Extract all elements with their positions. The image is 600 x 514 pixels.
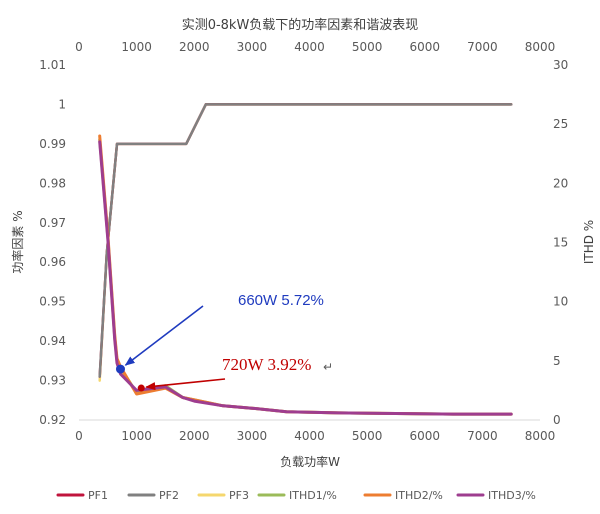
y-tick-label: 0.98 [39,176,66,190]
y-tick-label: 0.97 [39,216,66,230]
x2-tick-label: 5000 [352,40,383,54]
legend-label: ITHD3/% [488,489,536,502]
x2-tick-label: 2000 [179,40,210,54]
y-tick-label: 0.96 [39,255,66,269]
x-tick-label: 2000 [179,429,210,443]
x-axis-title: 负载功率W [280,454,340,469]
x-tick-label: 6000 [409,429,440,443]
x2-tick-label: 8000 [525,40,556,54]
x-tick-label: 7000 [467,429,498,443]
x2-tick-label: 1000 [121,40,152,54]
x-tick-label: 1000 [121,429,152,443]
annotation-point-720w [137,384,145,392]
y-axis-title: 功率因素 % [10,210,25,273]
annotation-layer: 660W 5.72% 720W 3.92% ↵ [115,292,333,392]
annotation-label-660w: 660W 5.72% [238,292,324,309]
y2-tick-label: 5 [553,354,561,368]
y2-tick-label: 30 [553,58,568,72]
annotation-arrow-720w [145,378,226,391]
x2-tick-label: 6000 [409,40,440,54]
legend-label: PF2 [159,489,179,502]
series-line-pf3 [98,103,513,382]
y-tick-label: 1 [58,97,66,111]
legend-label: ITHD2/% [395,489,443,502]
y-tick-label: 0.99 [39,137,66,151]
y2-tick-label: 25 [553,117,568,131]
y2-tick-label: 20 [553,176,568,190]
x-tick-label: 0 [75,429,83,443]
y-tick-label: 0.95 [39,295,66,309]
x-tick-label: 8000 [525,429,556,443]
legend-label: ITHD1/% [289,489,337,502]
ticks-layer: 0010001000200020003000300040004000500050… [39,40,568,443]
annotation-arrow-660w [124,305,204,366]
series-layer [98,103,513,416]
y2-axis-title: ITHD % [582,220,596,264]
x2-tick-label: 7000 [467,40,498,54]
series-line-pf1 [98,103,513,378]
x2-tick-label: 4000 [294,40,325,54]
y2-tick-label: 10 [553,295,568,309]
x-tick-label: 4000 [294,429,325,443]
legend-label: PF1 [88,489,108,502]
x-tick-label: 3000 [237,429,268,443]
y2-tick-label: 15 [553,236,568,250]
x2-tick-label: 0 [75,40,83,54]
series-line-pf2 [98,103,513,378]
x-tick-label: 5000 [352,429,383,443]
y-tick-label: 0.94 [39,334,66,348]
y-tick-label: 0.92 [39,413,66,427]
series-line-ithd3- [98,140,513,416]
legend: PF1 PF2 PF3 ITHD1/% ITHD2/% ITHD3/% [56,489,536,502]
chart-title: 实测0-8kW负载下的功率因素和谐波表现 [182,17,419,33]
annotation-point-660w [115,364,125,374]
x2-tick-label: 3000 [237,40,268,54]
legend-label: PF3 [229,489,249,502]
annotation-label-720w: 720W 3.92% [222,355,311,374]
annotation-return-mark: ↵ [323,360,333,374]
y2-tick-label: 0 [553,413,561,427]
y-tick-label: 0.93 [39,374,66,388]
y-tick-label: 1.01 [39,58,66,72]
